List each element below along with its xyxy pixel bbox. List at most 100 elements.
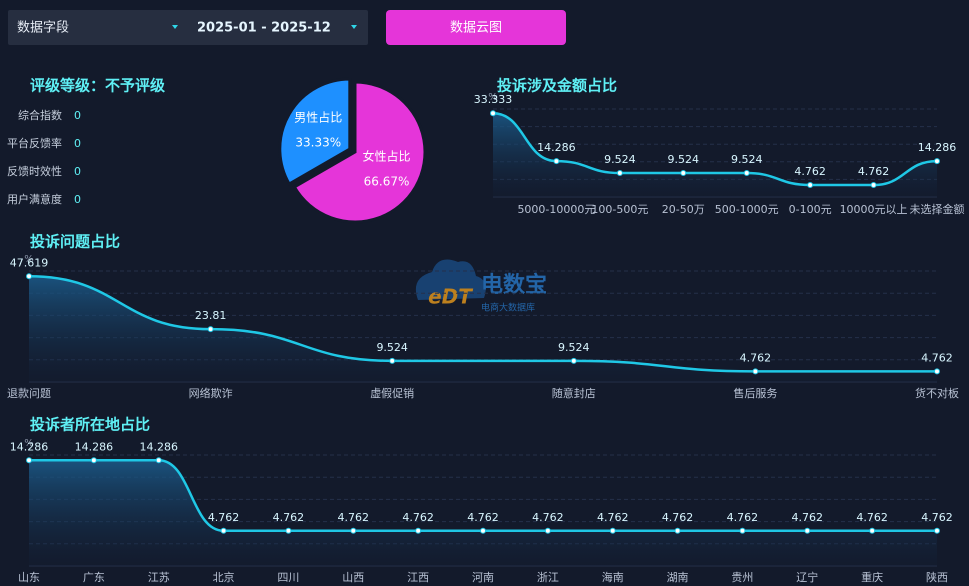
value-label: 4.762 bbox=[740, 351, 772, 364]
pie-slice bbox=[278, 77, 352, 187]
x-tick-label: 河南 bbox=[472, 571, 494, 584]
value-label: 4.762 bbox=[921, 511, 953, 524]
point bbox=[155, 457, 162, 464]
y-axis-label: % bbox=[488, 92, 498, 103]
metric-label: 平台反馈率 bbox=[7, 136, 62, 150]
rating-title: 评级等级：不予评级 bbox=[30, 77, 166, 95]
value-label: 4.762 bbox=[921, 351, 953, 364]
value-label: 4.762 bbox=[532, 511, 564, 524]
line-area bbox=[493, 113, 937, 197]
watermark-cloud bbox=[415, 259, 486, 300]
point bbox=[285, 527, 292, 534]
point bbox=[739, 527, 746, 534]
value-label: 4.762 bbox=[597, 511, 629, 524]
value-label: 14.286 bbox=[537, 141, 576, 154]
y-axis-label: % bbox=[24, 438, 34, 449]
point bbox=[743, 170, 750, 177]
point bbox=[804, 527, 811, 534]
point bbox=[350, 527, 357, 534]
metric-value: 0 bbox=[74, 137, 81, 150]
dropdown-arrow[interactable] bbox=[172, 25, 178, 29]
point bbox=[544, 527, 551, 534]
dropdown-arrow[interactable] bbox=[351, 25, 357, 29]
x-tick-label: 虚假促销 bbox=[370, 386, 414, 400]
slice-value: 33.33% bbox=[295, 135, 341, 149]
slice-label: 男性占比 bbox=[294, 109, 342, 124]
chart-title: 投诉涉及金额占比 bbox=[497, 77, 617, 95]
point bbox=[553, 158, 560, 165]
metric-label: 用户满意度 bbox=[7, 192, 62, 206]
watermark-name: 电数宝 bbox=[481, 272, 547, 298]
line bbox=[28, 275, 937, 373]
x-tick-label: 500-1000元 bbox=[715, 203, 779, 216]
x-tick-label: 10000元以上 bbox=[840, 203, 908, 216]
slice-label: 女性占比 bbox=[363, 149, 411, 164]
point bbox=[674, 527, 681, 534]
x-tick-label: 山东 bbox=[18, 571, 40, 584]
value-label: 4.762 bbox=[338, 511, 370, 524]
value-label: 4.762 bbox=[402, 511, 434, 524]
x-tick-label: 江苏 bbox=[148, 571, 170, 584]
x-tick-label: 随意封店 bbox=[552, 386, 596, 400]
value-label: 4.762 bbox=[858, 165, 890, 178]
filter-bar bbox=[8, 10, 368, 45]
x-tick-label: 湖南 bbox=[667, 571, 689, 584]
x-tick-label: 浙江 bbox=[537, 571, 559, 584]
x-tick-label: 海南 bbox=[602, 570, 624, 584]
point bbox=[869, 527, 876, 534]
point bbox=[207, 326, 214, 333]
value-label: 4.762 bbox=[208, 511, 240, 524]
line bbox=[28, 459, 937, 533]
value-label: 4.762 bbox=[794, 165, 826, 178]
metric-value: 0 bbox=[74, 193, 81, 206]
x-tick-label: 辽宁 bbox=[796, 570, 818, 584]
point bbox=[870, 182, 877, 189]
value-label: 23.81 bbox=[195, 309, 227, 322]
value-label: 4.762 bbox=[792, 511, 824, 524]
metric-label: 反馈时效性 bbox=[7, 164, 62, 178]
value-label: 14.286 bbox=[139, 440, 178, 453]
chart-title: 投诉问题占比 bbox=[30, 233, 120, 251]
slice-value: 66.67% bbox=[364, 175, 410, 189]
value-label: 4.762 bbox=[727, 511, 759, 524]
line-area bbox=[29, 276, 937, 382]
x-tick-label: 0-100元 bbox=[789, 203, 832, 216]
field-select[interactable]: 数据字段 bbox=[17, 21, 69, 36]
button-label[interactable]: 数据云图 bbox=[450, 21, 502, 36]
value-label: 9.524 bbox=[558, 341, 590, 354]
x-tick-label: 退款问题 bbox=[7, 386, 51, 400]
chart-title: 投诉者所在地占比 bbox=[30, 416, 150, 434]
value-label: 4.762 bbox=[273, 511, 305, 524]
x-tick-label: 贵州 bbox=[731, 571, 753, 584]
x-tick-label: 陕西 bbox=[926, 570, 948, 584]
y-axis-label: % bbox=[24, 254, 34, 265]
point bbox=[480, 527, 486, 534]
x-tick-label: 广东 bbox=[83, 571, 105, 584]
point bbox=[389, 357, 396, 364]
point bbox=[680, 170, 687, 177]
metric-label: 综合指数 bbox=[18, 108, 62, 122]
point bbox=[570, 357, 577, 364]
x-tick-label: 北京 bbox=[213, 570, 235, 584]
value-label: 9.524 bbox=[731, 153, 763, 166]
metric-value: 0 bbox=[74, 165, 81, 178]
x-tick-label: 重庆 bbox=[861, 570, 883, 584]
point bbox=[934, 158, 940, 165]
point bbox=[490, 110, 496, 117]
point bbox=[752, 368, 759, 375]
point bbox=[807, 182, 814, 189]
point bbox=[220, 527, 227, 534]
watermark-subtitle: 电商大数据库 bbox=[481, 302, 535, 314]
value-label: 14.286 bbox=[10, 440, 49, 453]
date-range[interactable]: 2025-01 - 2025-12 bbox=[197, 21, 331, 36]
value-label: 14.286 bbox=[75, 440, 114, 453]
cloud-button[interactable] bbox=[386, 10, 566, 45]
x-tick-label: 江西 bbox=[407, 571, 429, 584]
x-tick-label: 四川 bbox=[277, 571, 299, 584]
line-area bbox=[29, 460, 937, 566]
point bbox=[934, 527, 940, 534]
value-label: 4.762 bbox=[856, 511, 888, 524]
x-tick-label: 未选择金额 bbox=[910, 202, 965, 216]
point bbox=[26, 273, 32, 280]
